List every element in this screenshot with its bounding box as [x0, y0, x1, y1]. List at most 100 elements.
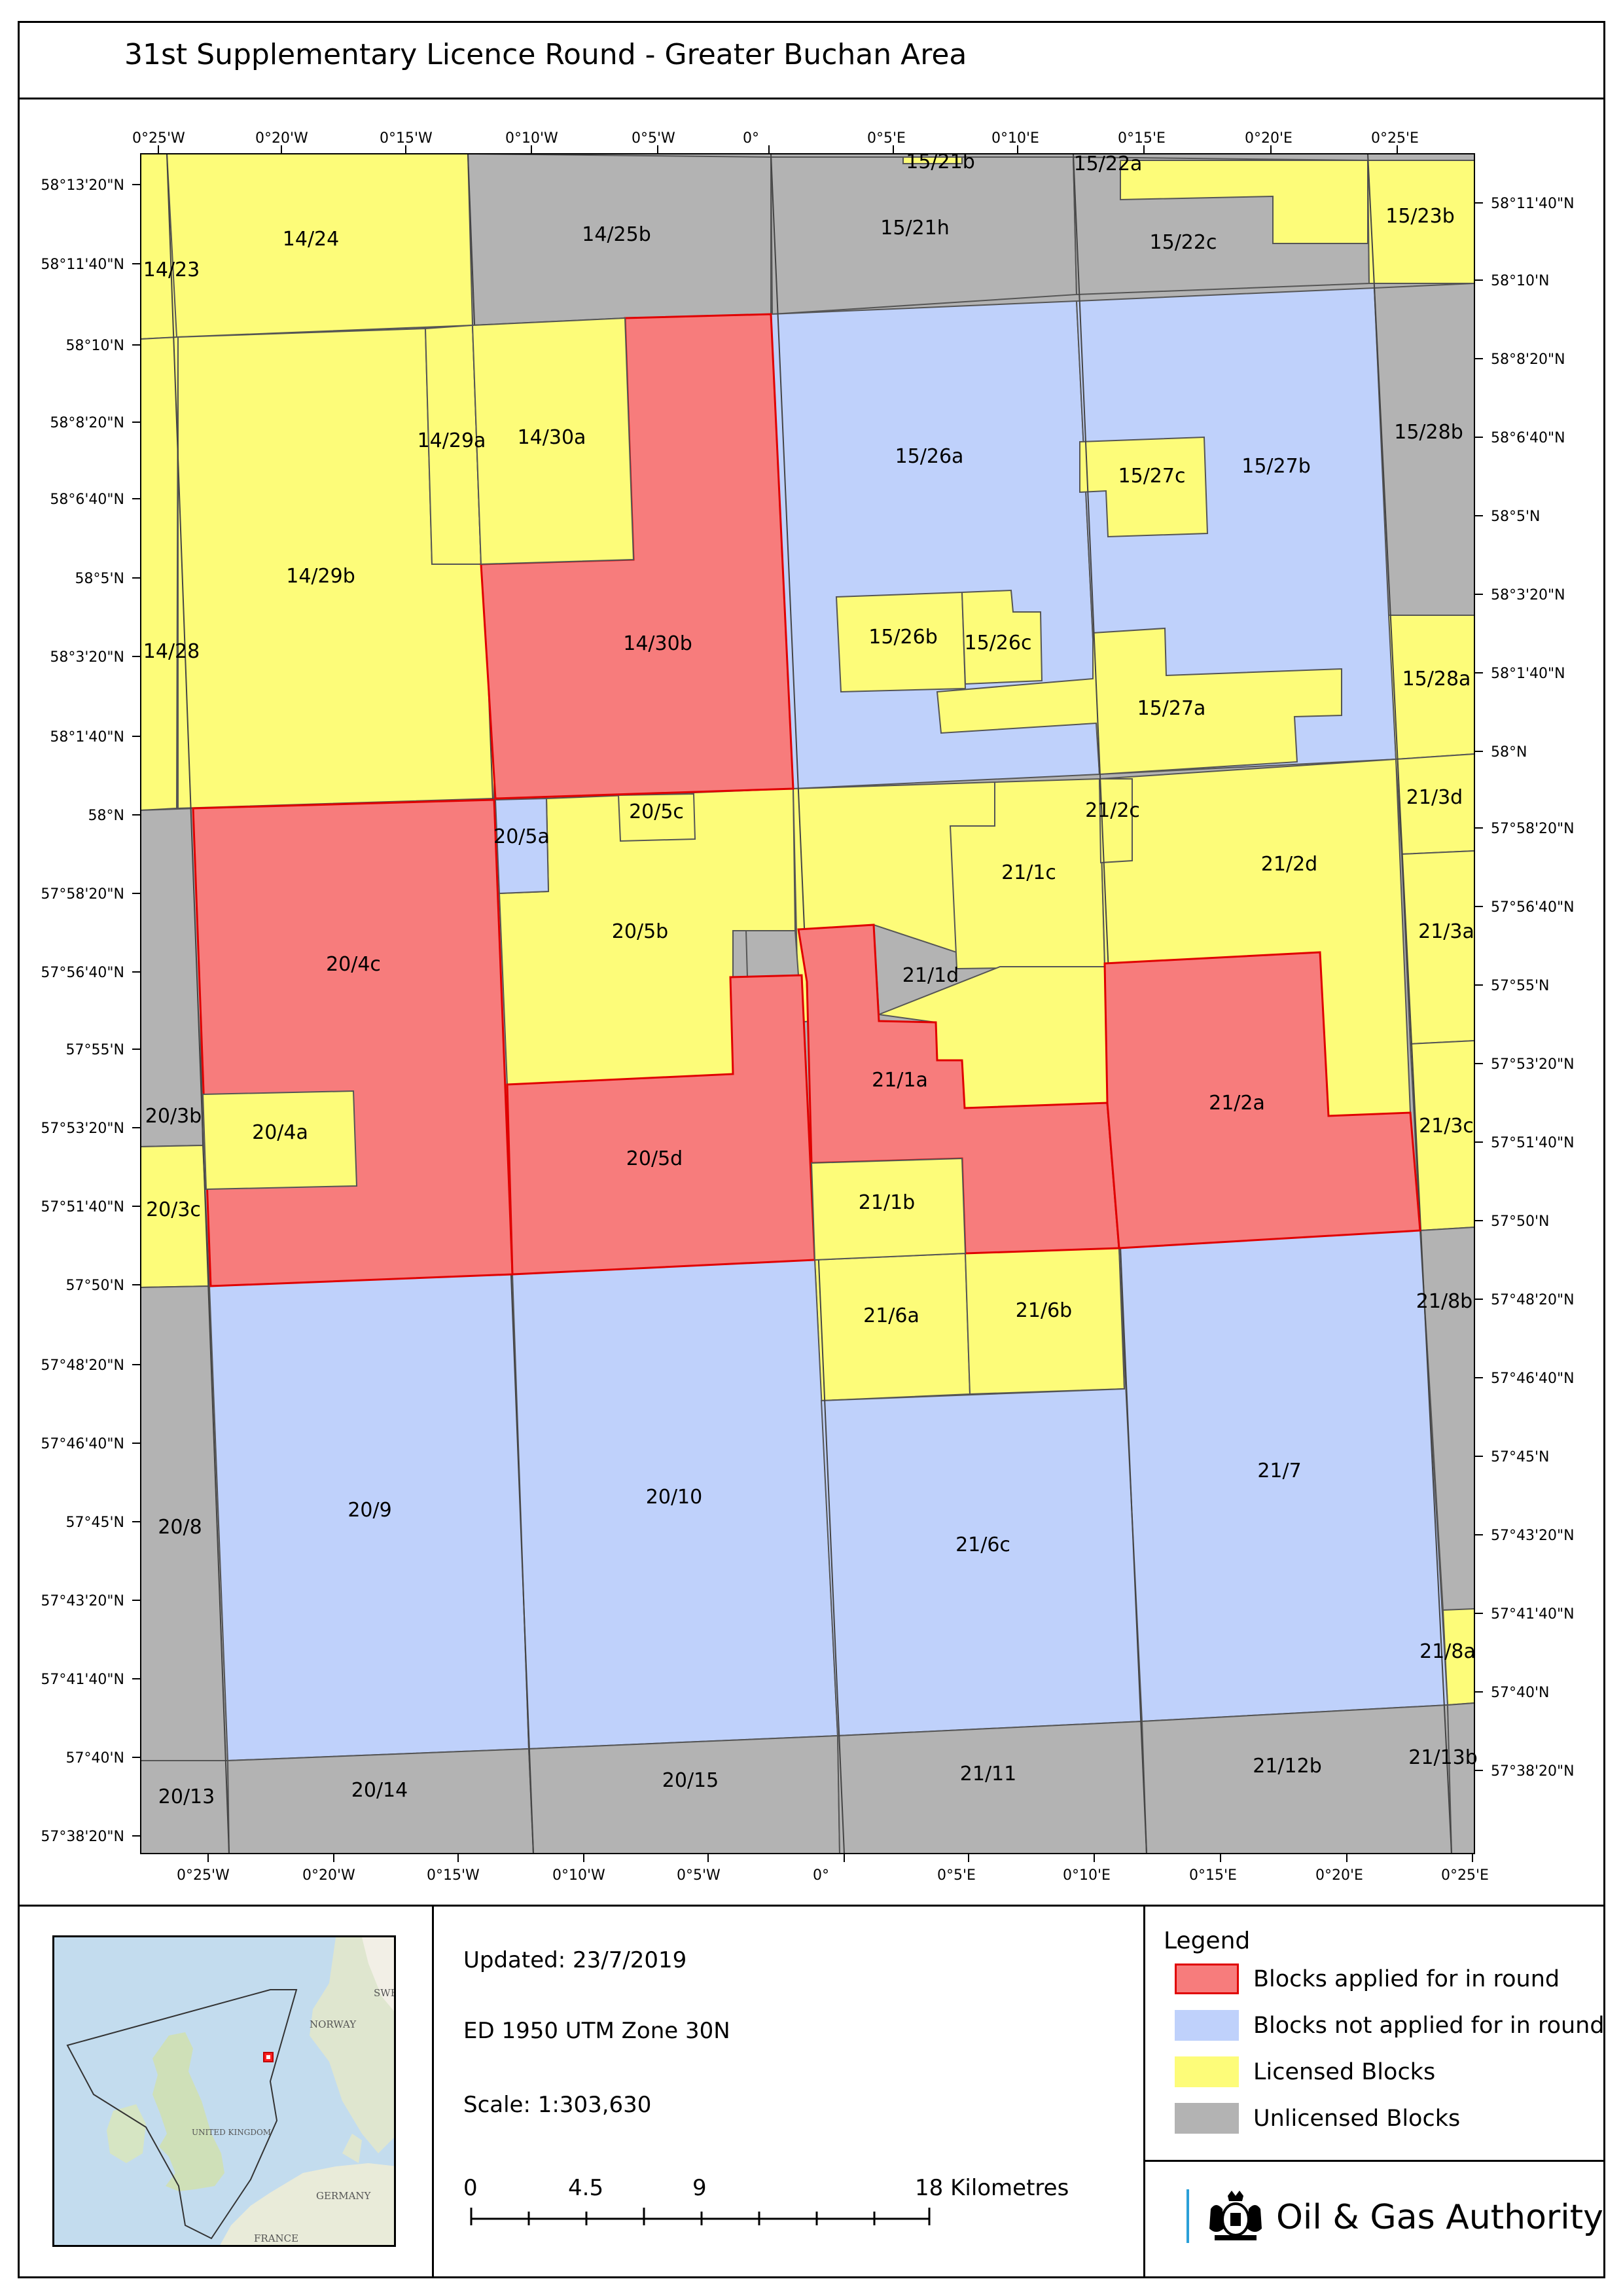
block-label-21-6c: 21/6c	[955, 1534, 1010, 1556]
block-label-15-21h: 15/21h	[880, 217, 949, 240]
lon-label-bottom: 0°5'W	[677, 1867, 721, 1884]
lon-label-bottom: 0°10'W	[552, 1867, 605, 1884]
lat-label-right: 57°53'20"N	[1491, 1056, 1575, 1073]
block-label-21-8b: 21/8b	[1416, 1290, 1472, 1313]
lat-label-right: 58°5'N	[1491, 509, 1541, 525]
legend-swatch	[1175, 2056, 1239, 2087]
lat-label-left: 58°13'20"N	[41, 177, 124, 194]
block-label-15-27a: 15/27a	[1137, 697, 1206, 720]
legend-label: Unlicensed Blocks	[1253, 2106, 1461, 2132]
block-label-21-2a: 21/2a	[1209, 1092, 1265, 1115]
datum-text: ED 1950 UTM Zone 30N	[463, 2018, 730, 2044]
lat-label-right: 57°45'N	[1491, 1449, 1550, 1465]
block-label-21-3c: 21/3c	[1419, 1115, 1474, 1138]
brand-accent-line	[1186, 2189, 1189, 2243]
block-20-4c	[192, 798, 514, 1287]
block-21-3a	[1400, 850, 1475, 1045]
block-label-15-26a: 15/26a	[895, 445, 964, 468]
block-label-20-10: 20/10	[646, 1486, 702, 1509]
block-label-21-2c: 21/2c	[1085, 799, 1140, 822]
block-15-27a	[936, 627, 1342, 776]
lat-label-left: 57°58'20"N	[41, 886, 124, 903]
organisation-name: Oil & Gas Authority	[1276, 2198, 1603, 2237]
lon-label-bottom: 0°25'W	[177, 1867, 230, 1884]
block-label-15-22a: 15/22a	[1074, 152, 1143, 175]
block-label-20-15: 20/15	[662, 1769, 719, 1792]
lat-label-left: 57°51'40"N	[41, 1199, 124, 1215]
graticule-labels: 0°25'W 0°20'W 0°15'W 0°10'W 0°5'W 0° 0°5'E 0°10…	[41, 130, 1574, 1884]
lon-label-top: 0°10'E	[991, 130, 1039, 147]
scalebar-tick-label: 4.5	[568, 2175, 604, 2201]
legend-label: Licensed Blocks	[1253, 2059, 1436, 2085]
lat-label-right: 57°56'40"N	[1491, 899, 1575, 916]
lon-label-top: 0°5'E	[867, 130, 906, 147]
block-21-11	[836, 1720, 1148, 1854]
lat-label-left: 58°1'40"N	[50, 729, 124, 745]
block-21-1b-overlay	[810, 1157, 967, 1261]
inset-label: FRANCE	[254, 2233, 298, 2244]
lat-label-right: 58°11'40"N	[1491, 196, 1575, 212]
block-label-21-7: 21/7	[1257, 1460, 1301, 1482]
lat-label-left: 58°6'40"N	[50, 492, 124, 508]
block-label-21-12b: 21/12b	[1253, 1755, 1322, 1778]
footer-divider-2	[1143, 1905, 1145, 2278]
block-label-15-22c: 15/22c	[1150, 231, 1217, 254]
block-label-21-1a: 21/1a	[872, 1069, 928, 1092]
block-21-2a	[1103, 951, 1421, 1249]
lat-label-right: 57°48'20"N	[1491, 1292, 1575, 1308]
inset-label: UNITED KINGDOM	[192, 2128, 271, 2137]
block-15-26b	[835, 591, 967, 693]
lat-label-right: 58°8'20"N	[1491, 351, 1565, 368]
block-label-15-21b: 15/21b	[906, 151, 975, 173]
lat-label-left: 57°45'N	[66, 1515, 125, 1531]
block-label-20-5b: 20/5b	[612, 920, 668, 943]
block-label-20-8: 20/8	[158, 1516, 202, 1539]
block-label-20-5a: 20/5a	[493, 825, 550, 848]
lat-label-right: 57°40'N	[1491, 1685, 1550, 1701]
legend-swatch	[1175, 2103, 1239, 2134]
block-20-3b	[140, 807, 204, 1148]
block-label-15-23b: 15/23b	[1385, 205, 1455, 228]
block-label-20-4c: 20/4c	[326, 953, 381, 976]
block-label-21-1b: 21/1b	[859, 1191, 915, 1214]
lon-label-bottom: 0°20'E	[1315, 1867, 1363, 1884]
block-20-15	[527, 1734, 841, 1854]
lat-label-left: 58°3'20"N	[50, 649, 124, 666]
scale-text: Scale: 1:303,630	[463, 2092, 652, 2118]
title-bar	[18, 21, 1605, 99]
block-label-20-5c: 20/5c	[629, 800, 684, 823]
inset-label: GERMANY	[316, 2190, 372, 2202]
lat-label-right: 57°41'40"N	[1491, 1606, 1575, 1623]
block-label-20-4a: 20/4a	[252, 1121, 308, 1144]
scalebar-tick-label: 0	[463, 2175, 478, 2201]
locator-inset-map: NORWAY SWE UNITED KINGDOM GERMANY FRANCE	[52, 1935, 396, 2247]
lat-label-left: 57°38'20"N	[41, 1829, 124, 1845]
footer-panel	[18, 1905, 1605, 2278]
locator-map-graphic: NORWAY SWE UNITED KINGDOM GERMANY FRANCE	[54, 1937, 394, 2245]
block-20-4a-overlay	[202, 1090, 358, 1191]
scalebar-tick-label: 9	[692, 2175, 707, 2201]
block-15-27c	[1079, 436, 1209, 538]
lat-label-right: 57°46'40"N	[1491, 1371, 1575, 1387]
block-label-14-30b: 14/30b	[623, 632, 692, 655]
block-label-20-13: 20/13	[158, 1785, 215, 1808]
lat-label-left: 57°53'20"N	[41, 1121, 124, 1137]
block-label-14-30a: 14/30a	[518, 426, 586, 449]
lat-label-left: 57°50'N	[66, 1278, 125, 1294]
block-label-15-26c: 15/26c	[965, 632, 1032, 655]
lon-label-bottom: 0°	[813, 1867, 829, 1884]
legend-label: Blocks not applied for in round	[1253, 2013, 1605, 2039]
block-label-15-27b: 15/27b	[1241, 455, 1311, 478]
lat-label-left: 58°10'N	[66, 338, 125, 354]
block-label-14-23: 14/23	[143, 259, 200, 281]
block-label-14-29b: 14/29b	[286, 565, 355, 588]
legend-swatch	[1175, 2010, 1239, 2041]
block-20-5d	[506, 974, 816, 1276]
lat-label-left: 58°N	[88, 808, 124, 824]
block-label-21-2d: 21/2d	[1261, 853, 1317, 876]
lat-label-right: 57°50'N	[1491, 1213, 1550, 1230]
lat-label-right: 57°58'20"N	[1491, 821, 1575, 837]
inset-label: NORWAY	[310, 2018, 357, 2030]
block-label-15-27c: 15/27c	[1118, 465, 1186, 488]
block-21-13b	[1446, 1702, 1475, 1854]
